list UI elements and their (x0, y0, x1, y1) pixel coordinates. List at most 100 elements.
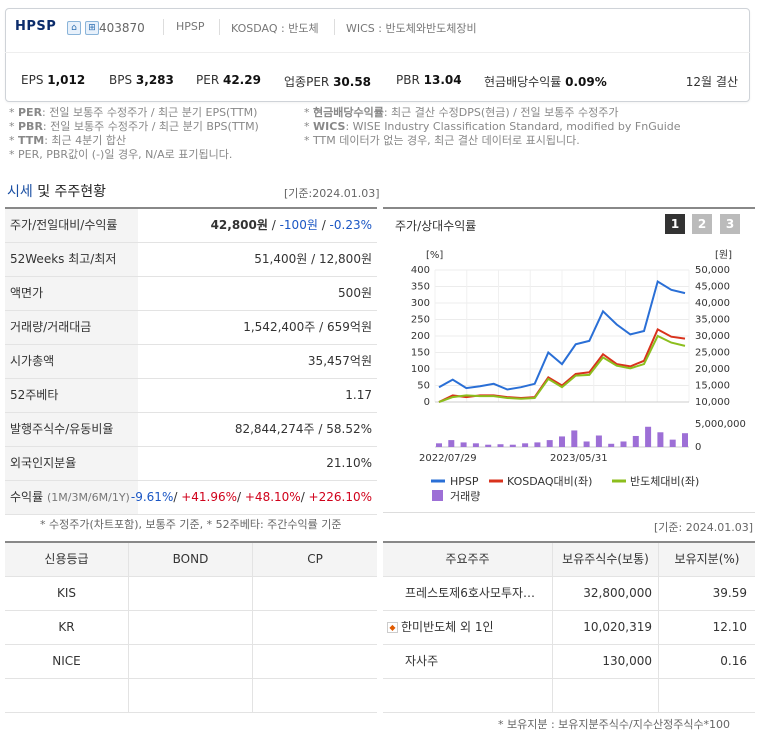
right-tick-label: 20,000 (695, 364, 730, 375)
volume-bar (657, 432, 664, 447)
volume-bar (620, 441, 627, 447)
left-tick-label: 200 (411, 331, 430, 342)
legend-volume-swatch (432, 490, 443, 501)
table-row: 52주베타 1.17 (5, 379, 377, 413)
table-row (383, 679, 755, 713)
volume-bar (522, 443, 529, 447)
table-row: 발행주식수/유동비율 82,844,274주 / 58.52% (5, 413, 377, 447)
expand-icon[interactable]: ◆ (387, 622, 398, 633)
table-row (5, 679, 377, 713)
notes-right: * 현금배당수익률: 최근 결산 수정DPS(현금) / 전일 보통주 수정주가… (304, 106, 681, 147)
volume-bar (546, 440, 553, 447)
volume-bar (632, 435, 639, 447)
chart-title: 주가/상대수익률 (395, 219, 477, 233)
right-tick-label: 30,000 (695, 331, 730, 342)
header-divider-line (5, 52, 750, 53)
left-tick-label: 150 (411, 348, 430, 359)
left-tick-label: 250 (411, 315, 430, 326)
notes-left: * PER: 전일 보통주 수정주가 / 최근 분기 EPS(TTM) * PB… (9, 106, 259, 161)
right-tick-label: 35,000 (695, 315, 730, 326)
credit-rating-table: 신용등급 BOND CP KIS KR NICE (5, 541, 377, 713)
right-tick-label: 25,000 (695, 348, 730, 359)
company-header (5, 8, 750, 102)
left-unit: [%] (426, 250, 443, 261)
holders-date: [기준: 2024.01.03] (654, 521, 754, 534)
stock-code: 403870 (99, 21, 145, 35)
left-tick-label: 400 (411, 265, 430, 276)
metric-sector-per: 업종PER 30.58 (284, 75, 372, 89)
volume-tick-label: 5,000,000 (695, 419, 746, 430)
header-market: KOSDAQ : 반도체 (231, 22, 319, 35)
left-tick-label: 0 (424, 397, 430, 408)
right-tick-label: 10,000 (695, 397, 730, 408)
metric-dividend-yield: 현금배당수익률 0.09% (484, 75, 607, 89)
table-header-row: 주요주주 보유주식수(보통) 보유지분(%) (383, 543, 755, 577)
volume-bar (608, 443, 615, 447)
x-tick-label: 2023/05/31 (550, 453, 608, 464)
x-tick-label: 2022/07/29 (419, 453, 477, 464)
volume-tick-label: 0 (695, 442, 701, 453)
left-tick-label: 300 (411, 298, 430, 309)
series-line-semi (438, 334, 686, 403)
metric-bps: BPS 3,283 (109, 73, 174, 87)
volume-bar (460, 442, 467, 447)
table-row: KR (5, 611, 377, 645)
chart-panel (383, 207, 755, 513)
right-unit: [원] (715, 249, 732, 261)
volume-bar (571, 430, 578, 447)
table-row: 수익률 (1M/3M/6M/1Y) -9.61%/ +41.96%/ +48.1… (5, 481, 377, 515)
table-row: 외국인지분율 21.10% (5, 447, 377, 481)
left-tick-label: 100 (411, 364, 430, 375)
legend-kosdaq: KOSDAQ대비(좌) (507, 475, 592, 488)
table-header-row: 신용등급 BOND CP (5, 543, 377, 577)
left-tick-label: 50 (417, 381, 430, 392)
company-name: HPSP (15, 19, 57, 34)
price-chart: [%] [원] 400 350 300 250 200 150 100 50 0 50,000 4… (411, 249, 746, 503)
chart-tab-1[interactable]: 1 (665, 214, 685, 234)
table-row: ◆ 한미반도체 외 1인 10,020,319 12.10 (383, 611, 755, 645)
table-row: 주가/전일대비/수익률 42,800원 / -100원 / -0.23% (5, 209, 377, 243)
right-tick-label: 40,000 (695, 298, 730, 309)
volume-bar (472, 443, 479, 447)
chart-tab-3[interactable]: 3 (720, 214, 740, 234)
header-wics: WICS : 반도체와반도체장비 (346, 22, 477, 35)
chart-tab-2[interactable]: 2 (692, 214, 712, 234)
volume-bar (559, 436, 565, 447)
header-sub-name: HPSP (176, 20, 205, 33)
table-row: 거래량/거래대금 1,542,400주 / 659억원 (5, 311, 377, 345)
metric-per: PER 42.29 (196, 73, 261, 87)
table-row: 자사주 130,000 0.16 (383, 645, 755, 679)
volume-bar (436, 443, 442, 447)
major-holders-table: 주요주주 보유주식수(보통) 보유지분(%) 프레스토제6호사모투자… 32,8… (383, 541, 755, 713)
volume-bar (509, 444, 516, 447)
volume-bar (682, 433, 688, 447)
volume-bar (497, 444, 504, 447)
price-table: 주가/전일대비/수익률 42,800원 / -100원 / -0.23% 52W… (5, 207, 377, 515)
metric-pbr: PBR 13.04 (396, 73, 462, 87)
price-table-note: * 수정주가(차트포함), 보통주 기준, * 52주베타: 주간수익률 기준 (40, 518, 342, 531)
metric-eps: EPS 1,012 (21, 73, 86, 87)
section-title: 시세 및 주주현황 (7, 184, 107, 200)
volume-bar (485, 444, 492, 447)
left-tick-label: 350 (411, 282, 430, 293)
volume-bar (583, 441, 590, 447)
right-tick-label: 50,000 (695, 265, 730, 276)
home-icon[interactable]: ⌂ (67, 21, 81, 35)
table-row: NICE (5, 645, 377, 679)
series-line-hpsp (438, 279, 686, 391)
table-row: KIS (5, 577, 377, 611)
header-divider (163, 19, 164, 35)
table-row: 액면가 500원 (5, 277, 377, 311)
ir-icon[interactable]: ⊞ (85, 21, 99, 35)
legend-volume: 거래량 (450, 490, 480, 503)
legend-hpsp: HPSP (450, 475, 479, 488)
volume-bar (534, 442, 541, 447)
header-divider (219, 19, 220, 35)
right-tick-label: 45,000 (695, 282, 730, 293)
section-date: [기준:2024.01.03] (284, 187, 380, 200)
table-row: 프레스토제6호사모투자… 32,800,000 39.59 (383, 577, 755, 611)
volume-bar (448, 440, 455, 447)
table-row: 시가총액 35,457억원 (5, 345, 377, 379)
holders-note: * 보유지분 : 보유지분주식수/지수산정주식수*100 (498, 718, 731, 731)
right-tick-label: 15,000 (695, 381, 730, 392)
